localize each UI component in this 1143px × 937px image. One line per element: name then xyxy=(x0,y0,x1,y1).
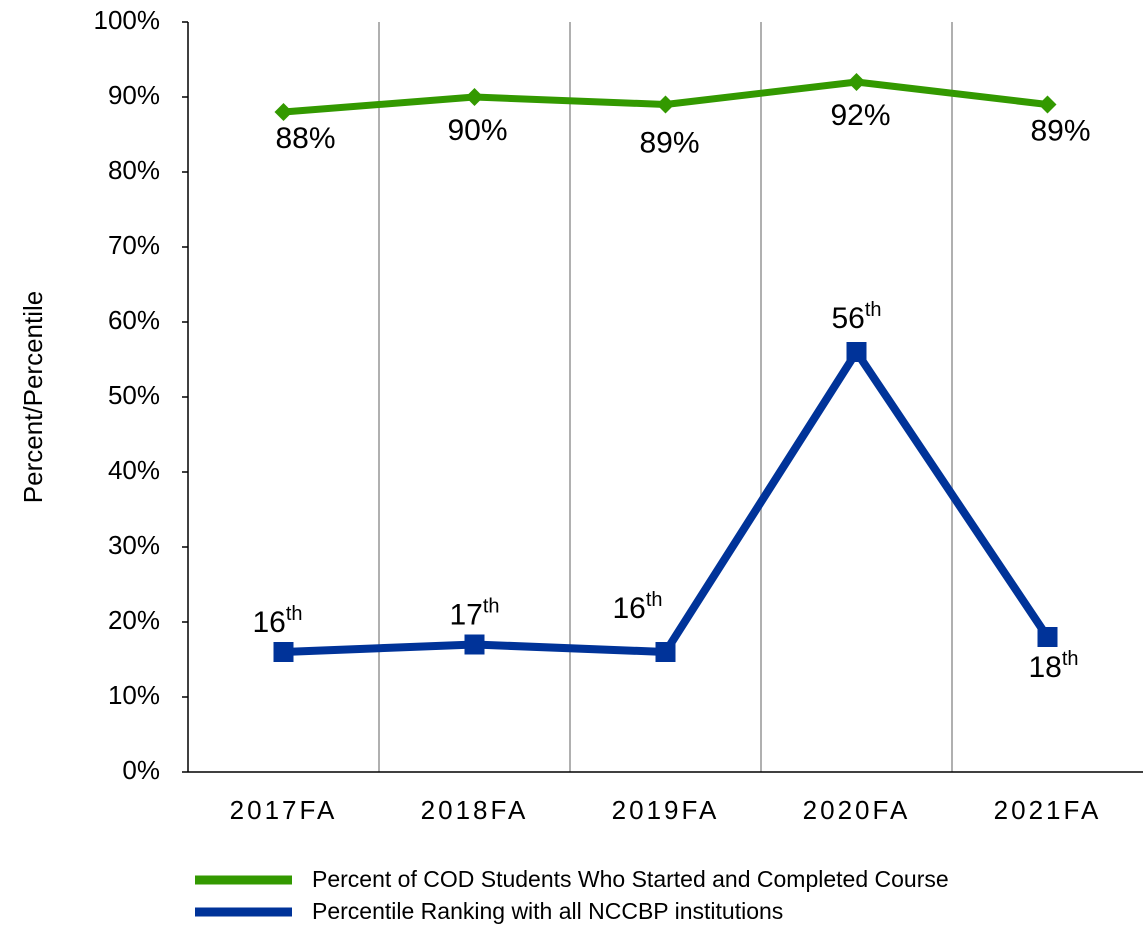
legend-label: Percentile Ranking with all NCCBP instit… xyxy=(312,898,783,924)
x-tick-label: 2020FA xyxy=(803,795,911,825)
marker xyxy=(1038,95,1057,114)
marker xyxy=(655,642,676,662)
y-tick-label: 30% xyxy=(108,530,160,560)
data-label: 88% xyxy=(275,122,335,155)
y-tick-label: 20% xyxy=(108,605,160,635)
data-label: 16th xyxy=(252,603,302,639)
marker xyxy=(846,342,867,362)
marker xyxy=(847,73,866,91)
x-tick-label: 2021FA xyxy=(994,795,1102,825)
marker xyxy=(464,634,485,655)
marker xyxy=(273,642,294,662)
data-label: 89% xyxy=(639,126,699,159)
marker xyxy=(1037,627,1058,647)
data-label: 92% xyxy=(830,99,890,132)
data-label: 90% xyxy=(447,114,507,147)
data-label: 89% xyxy=(1030,114,1090,147)
series-line xyxy=(283,348,1051,656)
y-tick-label: 10% xyxy=(108,680,160,710)
y-axis-label: Percent/Percentile xyxy=(18,291,48,503)
data-label: 16th xyxy=(612,589,662,625)
data-label: 56th xyxy=(831,299,881,335)
marker xyxy=(465,88,484,106)
y-tick-label: 90% xyxy=(108,80,160,110)
x-tick-label: 2018FA xyxy=(421,795,529,825)
y-tick-label: 60% xyxy=(108,305,160,335)
marker xyxy=(656,95,675,114)
y-tick-label: 40% xyxy=(108,455,160,485)
y-tick-label: 100% xyxy=(94,5,161,35)
y-tick-label: 70% xyxy=(108,230,160,260)
y-tick-label: 50% xyxy=(108,380,160,410)
y-tick-label: 0% xyxy=(122,755,160,785)
legend-label: Percent of COD Students Who Started and … xyxy=(312,866,949,892)
marker xyxy=(274,103,293,121)
data-label: 17th xyxy=(449,596,499,632)
y-tick-label: 80% xyxy=(108,155,160,185)
x-tick-label: 2019FA xyxy=(612,795,720,825)
data-label: 18th xyxy=(1028,648,1078,684)
x-tick-label: 2017FA xyxy=(230,795,338,825)
